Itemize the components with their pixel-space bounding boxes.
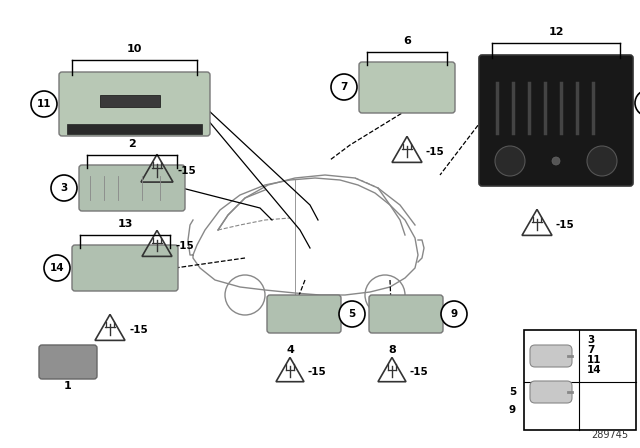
Text: 7: 7 bbox=[587, 345, 595, 355]
Circle shape bbox=[495, 146, 525, 176]
FancyBboxPatch shape bbox=[369, 295, 443, 333]
Text: 10: 10 bbox=[127, 44, 142, 54]
Circle shape bbox=[51, 175, 77, 201]
Text: -15: -15 bbox=[426, 147, 445, 157]
Circle shape bbox=[552, 157, 560, 165]
Circle shape bbox=[441, 301, 467, 327]
Text: -15: -15 bbox=[176, 241, 195, 251]
Circle shape bbox=[31, 91, 57, 117]
Text: 9: 9 bbox=[451, 309, 458, 319]
FancyBboxPatch shape bbox=[79, 165, 185, 211]
Text: 6: 6 bbox=[403, 36, 411, 46]
Text: -15: -15 bbox=[409, 367, 428, 377]
FancyBboxPatch shape bbox=[267, 295, 341, 333]
Text: 5: 5 bbox=[509, 387, 516, 397]
Text: 13: 13 bbox=[117, 219, 132, 229]
FancyBboxPatch shape bbox=[59, 72, 210, 136]
Text: 289745: 289745 bbox=[591, 430, 628, 440]
Text: 3: 3 bbox=[60, 183, 68, 193]
Bar bbox=[524, 330, 636, 430]
Text: 2: 2 bbox=[128, 139, 136, 149]
Bar bbox=[67, 124, 202, 134]
Text: 11: 11 bbox=[36, 99, 51, 109]
Text: 3: 3 bbox=[587, 335, 595, 345]
Text: 4: 4 bbox=[286, 345, 294, 355]
Text: 12: 12 bbox=[548, 27, 564, 37]
FancyBboxPatch shape bbox=[530, 345, 572, 367]
Text: -15: -15 bbox=[307, 367, 326, 377]
Text: 8: 8 bbox=[388, 345, 396, 355]
Circle shape bbox=[339, 301, 365, 327]
FancyBboxPatch shape bbox=[72, 245, 178, 291]
FancyBboxPatch shape bbox=[530, 381, 572, 403]
Text: -15: -15 bbox=[177, 166, 196, 176]
Text: 14: 14 bbox=[50, 263, 64, 273]
FancyBboxPatch shape bbox=[359, 62, 455, 113]
Text: -15: -15 bbox=[556, 220, 575, 230]
Bar bbox=[100, 95, 160, 107]
Text: 7: 7 bbox=[340, 82, 348, 92]
Circle shape bbox=[635, 90, 640, 116]
Text: 14: 14 bbox=[587, 365, 602, 375]
Text: 1: 1 bbox=[64, 381, 72, 391]
Text: 5: 5 bbox=[348, 309, 356, 319]
Circle shape bbox=[44, 255, 70, 281]
Circle shape bbox=[587, 146, 617, 176]
Text: -15: -15 bbox=[129, 325, 148, 335]
FancyBboxPatch shape bbox=[39, 345, 97, 379]
Text: 9: 9 bbox=[509, 405, 516, 415]
Text: 11: 11 bbox=[587, 355, 602, 365]
Circle shape bbox=[331, 74, 357, 100]
FancyBboxPatch shape bbox=[479, 55, 633, 186]
